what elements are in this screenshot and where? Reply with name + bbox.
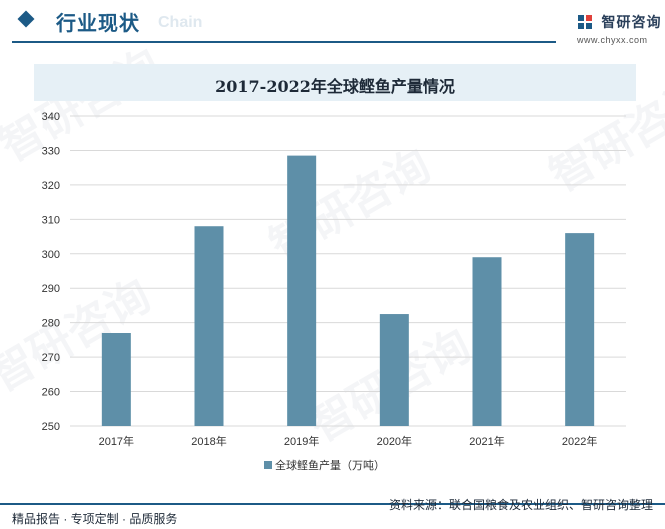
y-tick-label: 290 xyxy=(42,283,60,295)
y-tick-label: 340 xyxy=(42,111,60,123)
bar xyxy=(194,226,224,426)
footer-tagline: 精品报告 · 专项定制 · 品质服务 xyxy=(12,512,178,526)
legend-swatch xyxy=(264,461,272,469)
chart-title-bar: 2017-2022年全球鲣鱼产量情况 xyxy=(34,64,636,101)
footer-divider xyxy=(0,503,665,505)
logo-text: 智研咨询 xyxy=(601,14,662,30)
x-tick-label: 2021年 xyxy=(469,434,504,448)
bar xyxy=(472,257,502,426)
y-tick-label: 280 xyxy=(42,318,60,330)
bar xyxy=(379,314,409,426)
x-tick-label: 2019年 xyxy=(284,434,319,448)
y-tick-label: 300 xyxy=(42,249,60,261)
x-tick-label: 2020年 xyxy=(377,434,412,448)
bar xyxy=(101,333,131,426)
chart-title: 2017-2022年全球鲣鱼产量情况 xyxy=(215,77,455,96)
y-tick-label: 260 xyxy=(42,387,60,399)
x-tick-label: 2017年 xyxy=(99,434,134,448)
legend-label: 全球鲣鱼产量（万吨） xyxy=(275,458,385,472)
y-tick-label: 330 xyxy=(42,145,60,157)
source-note: 资料来源：联合国粮食及农业组织、智研咨询整理 xyxy=(388,498,653,512)
x-tick-label: 2022年 xyxy=(562,434,597,448)
logo-icon xyxy=(578,15,592,29)
bar xyxy=(287,155,317,426)
logo-url: www.chyxx.com xyxy=(577,35,648,45)
section-title: 行业现状 xyxy=(56,13,140,35)
header-divider xyxy=(12,41,556,43)
y-tick-label: 310 xyxy=(42,214,60,226)
brand-logo: 智研咨询 xyxy=(577,12,661,32)
y-tick-label: 270 xyxy=(42,352,60,364)
page-header: Chain 行业现状 智研咨询 www.chyxx.com xyxy=(0,0,665,46)
y-tick-label: 250 xyxy=(42,421,60,433)
section-bg-text: Chain xyxy=(158,14,203,31)
y-tick-label: 320 xyxy=(42,180,60,192)
x-tick-label: 2018年 xyxy=(191,434,226,448)
bar xyxy=(565,233,595,426)
